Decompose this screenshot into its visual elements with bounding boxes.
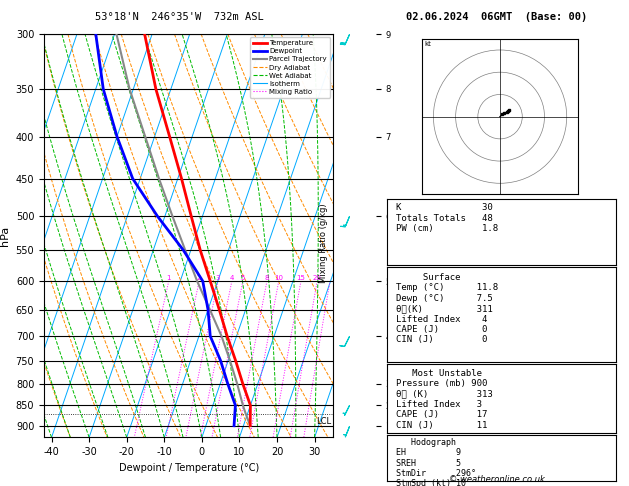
Text: kt: kt <box>425 40 431 47</box>
Text: 3: 3 <box>216 275 220 281</box>
Text: Most Unstable
Pressure (mb) 900
θᴄ (K)         313
Lifted Index   3
CAPE (J)    : Most Unstable Pressure (mb) 900 θᴄ (K) 3… <box>396 368 493 430</box>
Text: Surface
Temp (°C)      11.8
Dewp (°C)      7.5
θᴄ(K)          311
Lifted Index  : Surface Temp (°C) 11.8 Dewp (°C) 7.5 θᴄ(… <box>396 273 498 345</box>
Text: 10: 10 <box>274 275 283 281</box>
Text: 8: 8 <box>265 275 269 281</box>
Text: 1: 1 <box>167 275 171 281</box>
Text: 02.06.2024  06GMT  (Base: 00): 02.06.2024 06GMT (Base: 00) <box>406 12 587 22</box>
Text: 53°18'N  246°35'W  732m ASL: 53°18'N 246°35'W 732m ASL <box>95 12 264 22</box>
Y-axis label: km
ASL: km ASL <box>411 226 426 245</box>
Text: Hodograph
EH          9
SREH        5
StmDir      296°
StmSpd (kt) 10: Hodograph EH 9 SREH 5 StmDir 296° StmSpd… <box>396 438 476 486</box>
Y-axis label: hPa: hPa <box>0 226 10 246</box>
X-axis label: Dewpoint / Temperature (°C): Dewpoint / Temperature (°C) <box>119 463 259 473</box>
Text: 20: 20 <box>313 275 321 281</box>
Text: Mixing Ratio (g/kg): Mixing Ratio (g/kg) <box>320 203 328 283</box>
Text: LCL: LCL <box>316 417 331 426</box>
Text: 2: 2 <box>197 275 201 281</box>
Legend: Temperature, Dewpoint, Parcel Trajectory, Dry Adiabat, Wet Adiabat, Isotherm, Mi: Temperature, Dewpoint, Parcel Trajectory… <box>250 37 330 98</box>
Text: © weatheronline.co.uk: © weatheronline.co.uk <box>449 474 545 484</box>
Text: 15: 15 <box>296 275 305 281</box>
Text: K               30
Totals Totals   48
PW (cm)         1.8: K 30 Totals Totals 48 PW (cm) 1.8 <box>396 203 498 233</box>
Text: 4: 4 <box>230 275 234 281</box>
Text: 5: 5 <box>241 275 245 281</box>
